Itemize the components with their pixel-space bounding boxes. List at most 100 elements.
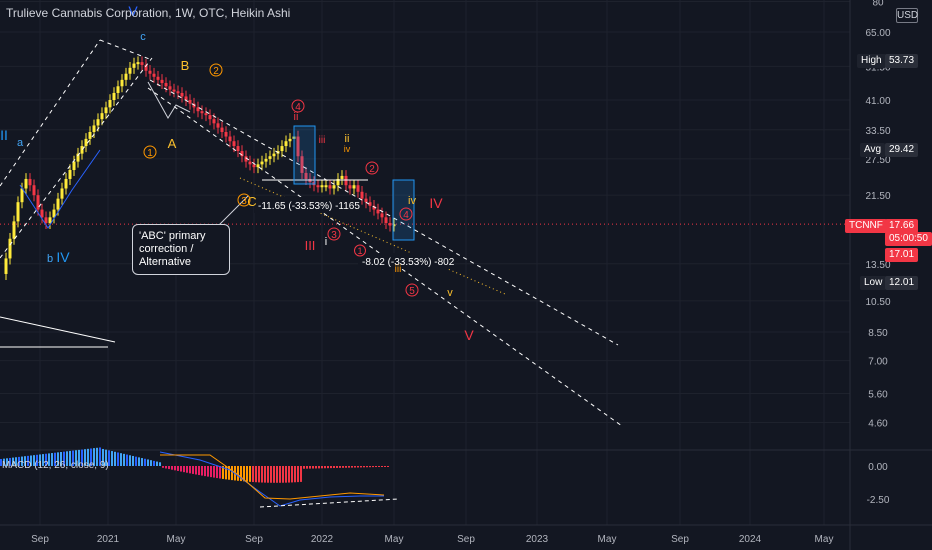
- candle-body: [12, 221, 16, 239]
- candle-body: [356, 185, 360, 192]
- macd-histogram-bar: [54, 452, 56, 466]
- price-tick-label: 4.60: [868, 419, 888, 430]
- currency-button[interactable]: USD: [896, 8, 919, 23]
- channel-up-upper: [0, 39, 101, 187]
- macd-histogram-bar: [138, 457, 140, 466]
- last-price-tag: 17.66: [885, 219, 919, 233]
- measure-box-1: [293, 125, 316, 185]
- macd-histogram-bar: [6, 458, 8, 466]
- macd-histogram-bar: [315, 466, 317, 469]
- candle-body: [48, 217, 52, 224]
- price-tick-label: 80: [872, 0, 884, 8]
- candle-body: [180, 92, 184, 97]
- macd-histogram-bar: [144, 458, 146, 466]
- macd-histogram-bar: [33, 455, 35, 466]
- macd-histogram-bar: [294, 466, 296, 483]
- candle-body: [248, 161, 252, 165]
- macd-histogram-bar: [273, 466, 275, 483]
- macd-histogram-bar: [114, 451, 116, 466]
- price-tick-label: 5.60: [868, 390, 888, 401]
- candle-body: [124, 73, 128, 80]
- macd-divergence-line: [259, 498, 399, 508]
- wave-label-ring: [327, 227, 341, 241]
- time-tick-label: May: [598, 534, 617, 545]
- macd-histogram-bar: [27, 455, 29, 466]
- candle-body: [332, 185, 336, 189]
- macd-histogram-bar: [117, 452, 119, 466]
- countdown-tag: 05:00:50: [885, 232, 932, 246]
- price-tick-label: 13.50: [865, 260, 890, 271]
- wave-label: 2: [369, 164, 375, 175]
- macd-histogram-bar: [195, 466, 197, 475]
- measure-label-bg-1: [254, 197, 352, 213]
- macd-histogram-bar: [168, 466, 170, 470]
- macd-histogram-bar: [336, 466, 338, 468]
- macd-histogram-bar: [126, 454, 128, 466]
- macd-histogram-bar: [216, 466, 218, 479]
- macd-histogram-bar: [135, 456, 137, 466]
- macd-histogram-bar: [330, 466, 332, 469]
- wave-label: C: [247, 194, 256, 209]
- time-tick-label: 2024: [739, 534, 762, 545]
- candle-body: [340, 175, 344, 179]
- macd-histogram-bar: [9, 457, 11, 466]
- candle-body: [200, 111, 204, 114]
- candle-body: [256, 164, 260, 168]
- macd-histogram-bar: [108, 450, 110, 466]
- candle-body: [184, 96, 188, 100]
- candle-body: [208, 115, 212, 120]
- high-tag-value: 53.73: [885, 54, 919, 68]
- candle-body: [120, 79, 124, 87]
- macd-histogram-bar: [78, 449, 80, 466]
- time-tick-label: May: [167, 534, 186, 545]
- candle-body: [84, 138, 88, 147]
- time-tick-label: Sep: [671, 534, 689, 545]
- candle-body: [52, 209, 56, 218]
- macd-histogram-bar: [81, 449, 83, 466]
- macd-histogram-bar: [222, 466, 224, 479]
- macd-histogram-bar: [171, 466, 173, 470]
- macd-histogram-bar: [24, 456, 26, 466]
- candle-body: [168, 86, 172, 90]
- candle-body: [304, 172, 308, 179]
- macd-histogram-bar: [21, 456, 23, 466]
- wave-label: i: [325, 236, 327, 248]
- macd-histogram-bar: [237, 466, 239, 481]
- time-tick-label: Sep: [457, 534, 475, 545]
- macd-histogram-bar: [141, 458, 143, 466]
- symbol-tag: TCNNF: [845, 219, 887, 233]
- macd-histogram-bar: [177, 466, 179, 471]
- candle-body: [20, 188, 24, 203]
- macd-histogram-bar: [162, 466, 164, 468]
- candle-body: [228, 136, 232, 142]
- macd-histogram-bar: [246, 466, 248, 482]
- candle-body: [88, 132, 92, 139]
- candle-body: [308, 178, 312, 183]
- time-tick-label: May: [385, 534, 404, 545]
- time-tick-label: 2021: [97, 534, 120, 545]
- macd-histogram-bar: [165, 466, 167, 469]
- macd-histogram-bar: [30, 455, 32, 466]
- macd-histogram-bar: [240, 466, 242, 482]
- candle-body: [376, 209, 380, 214]
- macd-histogram-bar: [150, 460, 152, 466]
- price-tick-label: 41.00: [865, 96, 890, 107]
- macd-tick-label: -2.50: [867, 495, 890, 506]
- channel-up-lower: [0, 57, 153, 259]
- candle-body: [96, 119, 100, 126]
- macd-histogram-bar: [219, 466, 221, 479]
- candle-body: [324, 185, 328, 188]
- macd-histogram-bar: [123, 453, 125, 466]
- macd-histogram-bar: [255, 466, 257, 483]
- wave-label: 2: [213, 66, 219, 77]
- wave-label: ii: [345, 133, 350, 145]
- macd-histogram-bar: [93, 448, 95, 466]
- candle-body: [108, 100, 112, 108]
- wave-label-ring: [291, 99, 305, 113]
- macd-histogram-bar: [210, 466, 212, 478]
- macd-histogram-bar: [381, 466, 383, 467]
- macd-histogram-bar: [72, 450, 74, 466]
- wave-label: III: [305, 238, 316, 253]
- wave-label-ring: [405, 283, 419, 297]
